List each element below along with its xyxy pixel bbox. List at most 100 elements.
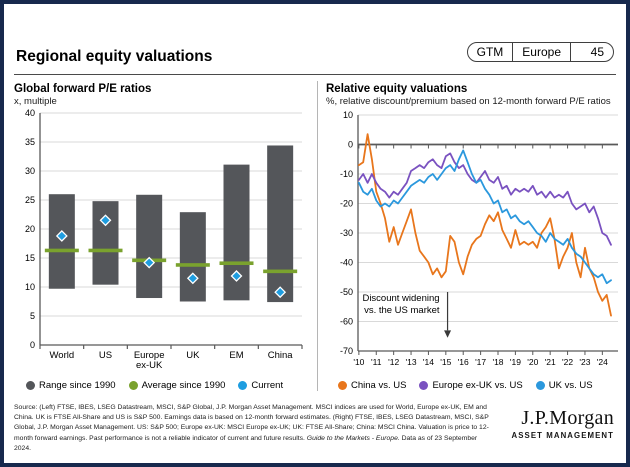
legend-item: UK vs. US [535, 380, 593, 391]
legend-dot-icon [419, 381, 429, 390]
current-diamond-2 [143, 256, 156, 269]
legend-label: Average since 1990 [141, 380, 226, 391]
y-tick-label: 15 [25, 253, 35, 263]
source-publication: Guide to the Markets - Europe. [306, 434, 400, 442]
y-tick-label: -60 [340, 317, 353, 327]
relative-legend: China vs. US Europe ex-UK vs. US UK vs. US [338, 380, 626, 391]
jpmorgan-logo: J.P.Morgan ASSET MANAGEMENT [511, 403, 614, 454]
average-dash-0 [44, 248, 79, 253]
current-diamond-4 [230, 270, 243, 282]
x-tick-label: '23 [579, 357, 590, 367]
x-tick-label: '24 [597, 357, 608, 367]
legend-dot-icon [26, 381, 35, 390]
gtm-badge-label: GTM [476, 45, 504, 59]
y-tick-label: 35 [25, 137, 35, 147]
x-tick-label: '20 [527, 357, 538, 367]
category-label: UK [186, 350, 200, 361]
source-text: Source: (Left) FTSE, IBES, LSEG Datastre… [14, 404, 489, 442]
charts-row: Global forward P/E ratios x, multiple 0 5… [4, 75, 626, 391]
relative-panel-subtitle: %, relative discount/premium based on 12… [326, 96, 611, 107]
average-dash-3 [175, 263, 210, 267]
x-tick-label: '15 [440, 357, 451, 367]
gtm-badge-page: 45 [570, 43, 613, 61]
range-bar-5 [267, 145, 294, 303]
x-tick-label: '11 [371, 357, 382, 367]
legend-dot-icon [128, 381, 138, 390]
legend-label: China vs. US [351, 380, 407, 391]
y-tick-label: 40 [25, 109, 35, 118]
average-dash-5 [263, 269, 298, 274]
gtm-badge: GTM Europe 45 [466, 42, 614, 62]
legend-item: Average since 1990 [128, 380, 226, 391]
legend-item: China vs. US [338, 380, 406, 391]
x-tick-label: '21 [545, 357, 556, 367]
legend-dot-icon [238, 381, 248, 390]
y-tick-label: 30 [25, 166, 35, 176]
average-dash-4 [219, 261, 254, 266]
x-tick-label: '18 [492, 357, 503, 367]
range-bar-2 [136, 194, 163, 299]
x-tick-label: '12 [388, 357, 399, 367]
pe-panel-title: Global forward P/E ratios [14, 83, 152, 95]
pe-panel-subtitle: x, multiple [14, 96, 57, 107]
x-tick-label: '13 [406, 357, 417, 367]
category-label: China [268, 350, 294, 361]
y-tick-label: -40 [340, 258, 353, 268]
series-line-0 [358, 133, 612, 317]
footer: Source: (Left) FTSE, IBES, LSEG Datastre… [4, 391, 626, 454]
logo-subtitle: ASSET MANAGEMENT [511, 431, 614, 440]
annotation-text: vs. the US market [364, 305, 440, 316]
legend-dot-icon [535, 381, 545, 390]
y-tick-label: -10 [340, 169, 353, 179]
y-tick-label: 0 [30, 340, 35, 350]
y-tick-label: 10 [343, 110, 353, 120]
source-note: Source: (Left) FTSE, IBES, LSEG Datastre… [14, 403, 494, 454]
relative-valuation-chart: 10 0 -10 -20 -30 -40 -50 -60 -70'10 '11 '12 '13 '14 '… [340, 110, 618, 367]
x-tick-label: '19 [510, 357, 521, 367]
x-tick-label: '10 [353, 357, 364, 367]
relative-panel: Relative equity valuations %, relative d… [318, 81, 626, 391]
category-label: US [99, 350, 112, 361]
current-diamond-1 [99, 214, 112, 227]
header-divider [14, 74, 616, 75]
legend-item: Range since 1990 [26, 380, 116, 391]
x-tick-label: '17 [475, 357, 486, 367]
legend-dot-icon [338, 381, 347, 390]
legend-label: Current [251, 380, 284, 391]
current-diamond-3 [186, 272, 199, 285]
x-tick-label: '14 [423, 357, 434, 367]
current-diamond-5 [274, 286, 287, 299]
y-tick-label: 10 [25, 282, 35, 292]
y-tick-label: -50 [340, 287, 353, 297]
pe-panel: Global forward P/E ratios x, multiple 0 5… [14, 81, 318, 391]
legend-label: Range since 1990 [39, 380, 116, 391]
legend-label: UK vs. US [548, 380, 593, 391]
annotation-text: Discount widening [362, 293, 439, 304]
gtm-badge-region: Europe [512, 43, 570, 61]
series-line-2 [358, 149, 612, 285]
range-bar-3 [179, 212, 206, 302]
category-label: World [50, 350, 75, 361]
range-bar-1 [92, 201, 119, 285]
legend-item: Europe ex-UK vs. US [419, 380, 523, 391]
annotation-arrow-head [444, 330, 452, 338]
current-diamond-0 [55, 230, 68, 242]
x-tick-label: '16 [458, 357, 469, 367]
page-title: Regional equity valuations [16, 48, 213, 65]
average-dash-1 [88, 248, 123, 253]
x-tick-label: '22 [562, 357, 573, 367]
logo-wordmark: J.P.Morgan [521, 407, 614, 429]
series-line-1 [358, 152, 612, 246]
legend-item: Current [238, 380, 283, 391]
y-tick-label: -20 [340, 199, 353, 209]
legend-label: Europe ex-UK vs. US [432, 380, 523, 391]
y-tick-label: 25 [25, 195, 35, 205]
category-label: ex-UK [136, 360, 163, 371]
y-tick-label: -30 [340, 228, 353, 238]
category-label: Europe [134, 350, 165, 361]
y-tick-label: 0 [348, 140, 353, 150]
pe-legend: Range since 1990 Average since 1990 Curren… [26, 380, 314, 391]
y-tick-label: 20 [25, 224, 35, 234]
